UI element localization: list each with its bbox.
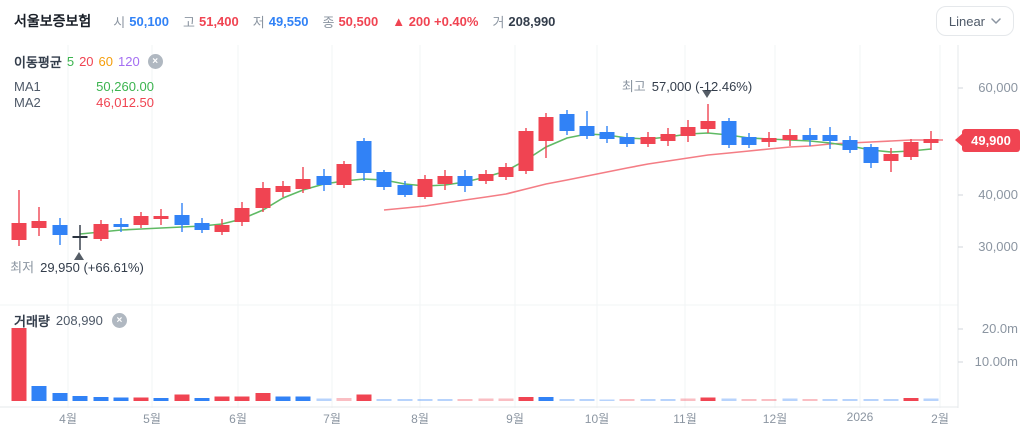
- time-axis-label: 6월: [229, 412, 247, 426]
- volume-axis-label: 10.00m: [974, 354, 1018, 369]
- ma2-row: MA2 46,012.50: [14, 95, 154, 110]
- time-axis-label: 12월: [762, 412, 788, 426]
- ma-readout: MA1 50,260.00 MA2 46,012.50: [14, 79, 154, 111]
- high-marker-icon: [702, 90, 712, 98]
- high-annotation: 최고 57,000 (-12.46%): [621, 79, 753, 94]
- candlestick-series: [11, 104, 939, 250]
- time-axis-label: 10월: [584, 412, 610, 426]
- time-axis-label: 8월: [411, 412, 429, 426]
- stat-low: 저 49,550: [252, 13, 309, 30]
- chevron-down-icon: [991, 18, 1001, 24]
- ma-period-120: 120: [118, 54, 140, 69]
- ma1-line: [79, 132, 932, 235]
- ma-period-5: 5: [66, 54, 75, 69]
- price-change: ▲ 200 +0.40%: [392, 13, 479, 29]
- stat-volume: 거 208,990: [492, 13, 556, 30]
- time-axis-label: 11월: [673, 412, 697, 426]
- price-axis-label: 40,000: [978, 187, 1018, 202]
- volume-close-icon[interactable]: ×: [111, 313, 127, 328]
- price-axis-label: 30,000: [978, 239, 1018, 254]
- last-price-badge: 49,900: [955, 129, 1020, 152]
- stat-close: 종 50,500: [322, 13, 379, 30]
- scale-select-button[interactable]: Linear: [935, 6, 1014, 36]
- gridlines: [0, 45, 963, 408]
- volume-axis-label: 20.0m: [981, 321, 1018, 336]
- ma-legend: 이동평균 5 20 60 120 ×: [14, 52, 163, 71]
- ma2-line: [383, 139, 943, 211]
- quote-header: 서울보증보험 시 50,100 고 51,400 저 49,550 종 50,5…: [14, 10, 904, 32]
- ma-period-20: 20: [79, 54, 94, 69]
- volume-series: [11, 328, 939, 401]
- stat-high: 고 51,400: [183, 13, 239, 30]
- ma-period-60: 60: [98, 54, 114, 69]
- time-axis-label: 2월: [931, 412, 949, 426]
- ma-legend-close-icon[interactable]: ×: [147, 54, 163, 69]
- time-axis-label: 4월: [59, 412, 77, 426]
- price-axis-label: 60,000: [978, 80, 1018, 95]
- low-marker-icon: [74, 252, 84, 260]
- ma-legend-title: 이동평균: [14, 55, 62, 70]
- time-axis-label: 5월: [143, 412, 161, 426]
- time-axis-label: 9월: [506, 412, 524, 426]
- stock-name: 서울보증보험: [14, 13, 92, 29]
- time-axis-label: 7월: [323, 412, 341, 426]
- time-axis-label: 2026: [846, 410, 874, 424]
- ma1-row: MA1 50,260.00: [14, 79, 154, 94]
- low-annotation: 최저 29,950 (+66.61%): [10, 260, 144, 275]
- volume-pane-header: 거래량 208,990 ×: [14, 311, 127, 330]
- stat-open: 시 50,100: [113, 13, 170, 30]
